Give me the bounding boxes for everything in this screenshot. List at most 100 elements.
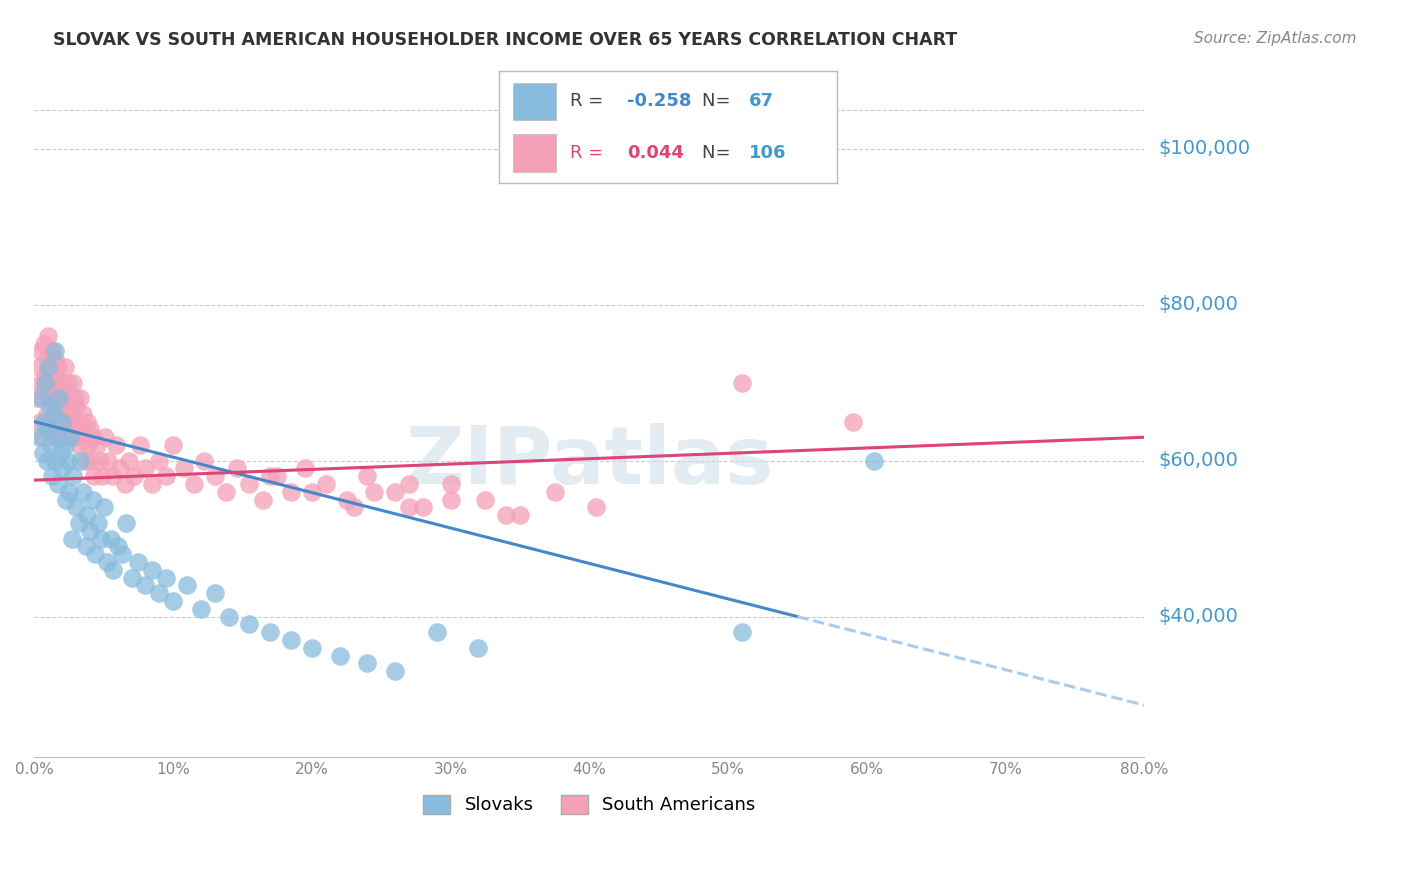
Point [25,391,48,405]
Point [59,430,82,444]
Point [238,617,260,632]
Point [97,453,120,467]
Point [41,469,63,483]
Point [204,469,226,483]
Point [398,500,420,515]
Point [31,446,53,460]
Point [35,453,58,467]
Point [110,461,132,475]
Point [27,430,49,444]
Point [73,430,96,444]
Point [34,368,56,382]
Point [46,477,69,491]
Text: 106: 106 [749,144,786,161]
Point [731,625,754,640]
Point [75,540,97,554]
Point [27,360,49,375]
Point [44,453,66,467]
Point [55,492,77,507]
Point [53,438,76,452]
Text: $100,000: $100,000 [1159,139,1250,158]
Text: SLOVAK VS SOUTH AMERICAN HOUSEHOLDER INCOME OVER 65 YEARS CORRELATION CHART: SLOVAK VS SOUTH AMERICAN HOUSEHOLDER INC… [53,31,957,49]
Point [42,430,65,444]
Point [731,376,754,390]
Point [75,453,97,467]
Point [45,376,67,390]
Point [70,422,93,436]
Point [474,492,496,507]
Point [58,415,80,429]
Point [38,399,60,413]
Point [37,422,59,436]
Point [86,438,108,452]
Point [49,446,72,460]
Text: $80,000: $80,000 [1159,295,1239,314]
Point [41,391,63,405]
Point [35,352,58,367]
Point [115,516,138,530]
Point [111,547,134,561]
Point [58,484,80,499]
Point [862,453,884,467]
Text: ZIPatlas: ZIPatlas [405,423,773,501]
Point [65,430,87,444]
Point [44,399,66,413]
Text: N=: N= [702,93,735,111]
Point [384,484,406,499]
Text: R =: R = [569,144,609,161]
Point [176,578,198,592]
FancyBboxPatch shape [513,83,557,120]
Point [65,500,87,515]
Point [76,415,98,429]
Point [585,500,607,515]
Point [226,461,249,475]
Point [62,422,84,436]
Point [294,461,316,475]
Point [173,461,195,475]
Point [162,594,184,608]
Point [46,360,69,375]
Point [30,376,52,390]
Text: $40,000: $40,000 [1159,607,1239,626]
Point [440,477,463,491]
Point [190,602,212,616]
Point [259,469,281,483]
Point [60,532,83,546]
Point [69,453,91,467]
Point [93,500,115,515]
Point [204,586,226,600]
Point [124,469,146,483]
Point [193,453,215,467]
Point [94,430,117,444]
Point [72,407,94,421]
Point [37,360,59,375]
Text: 67: 67 [749,93,773,111]
Point [101,469,124,483]
Point [66,415,89,429]
Point [30,344,52,359]
Point [37,329,59,343]
Point [87,516,110,530]
Point [31,430,53,444]
Point [32,415,55,429]
Point [155,469,177,483]
Point [467,640,489,655]
Point [42,407,65,421]
Point [28,415,51,429]
FancyBboxPatch shape [513,134,557,171]
Point [49,430,72,444]
Point [51,415,73,429]
Point [30,391,52,405]
Point [39,360,62,375]
Point [121,571,143,585]
Point [82,492,104,507]
Point [356,657,378,671]
Text: -0.258: -0.258 [627,93,692,111]
Point [100,532,122,546]
Text: $60,000: $60,000 [1159,451,1239,470]
Legend: Slovaks, South Americans: Slovaks, South Americans [416,788,763,822]
Point [32,336,55,351]
Text: Source: ZipAtlas.com: Source: ZipAtlas.com [1194,31,1357,46]
Point [107,540,129,554]
Point [59,430,82,444]
